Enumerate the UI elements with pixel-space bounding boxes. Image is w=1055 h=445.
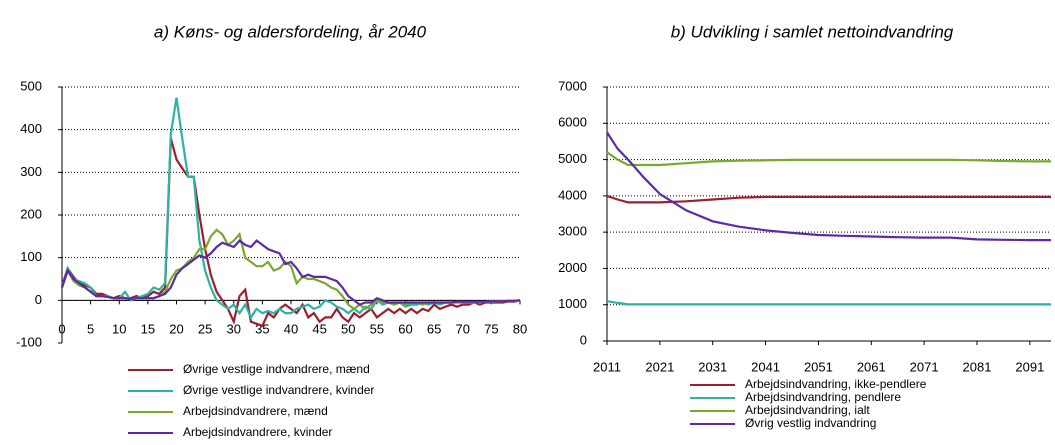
y-tick-label: -100 <box>16 334 42 349</box>
x-tick-label: 25 <box>198 321 212 336</box>
x-tick-label: 5 <box>87 321 94 336</box>
legend-label: Arbejdsindvandrere, kvinder <box>183 425 332 439</box>
y-tick-label: 5000 <box>558 151 587 166</box>
legend-label: Arbejdsindvandring, pendlere <box>745 390 901 404</box>
x-tick-label: 55 <box>370 321 384 336</box>
legend-label: Øvrige vestlige indvandrere, mænd <box>183 362 370 376</box>
data-line <box>60 239 521 306</box>
data-line <box>606 194 1051 204</box>
y-tick-label: 2000 <box>558 260 587 275</box>
x-tick-label: 2081 <box>963 359 992 374</box>
chart-title: a) Køns- og aldersfordeling, år 2040 <box>154 22 427 41</box>
x-tick-label: 2051 <box>804 359 833 374</box>
y-tick-label: 0 <box>35 292 42 307</box>
legend-label: Arbejdsindvandring, ikke-pendlere <box>745 377 927 391</box>
x-tick-label: 15 <box>141 321 155 336</box>
x-tick-label: 50 <box>341 321 355 336</box>
x-tick-label: 2031 <box>698 359 727 374</box>
data-line <box>606 151 1051 167</box>
x-tick-label: 80 <box>513 321 527 336</box>
legend-label: Øvrig vestlig indvandring <box>745 416 876 430</box>
legend-label: Arbejdsindvandrere, mænd <box>183 404 328 418</box>
y-tick-label: 300 <box>20 164 42 179</box>
x-tick-label: 10 <box>112 321 126 336</box>
data-line <box>606 131 1051 242</box>
x-tick-label: 20 <box>169 321 183 336</box>
y-tick-label: 6000 <box>558 115 587 130</box>
y-tick-label: 200 <box>20 206 42 221</box>
x-tick-label: 2071 <box>910 359 939 374</box>
x-tick-label: 70 <box>456 321 470 336</box>
x-tick-label: 2061 <box>857 359 886 374</box>
y-tick-label: 3000 <box>558 224 587 239</box>
data-line <box>60 97 521 320</box>
y-tick-label: 400 <box>20 121 42 136</box>
x-tick-label: 40 <box>284 321 298 336</box>
x-tick-label: 30 <box>227 321 241 336</box>
y-tick-label: 100 <box>20 249 42 264</box>
x-tick-label: 65 <box>427 321 441 336</box>
data-line <box>60 137 521 328</box>
x-tick-label: 2011 <box>593 359 621 374</box>
x-tick-label: 2091 <box>1015 359 1044 374</box>
y-tick-label: 0 <box>580 332 587 347</box>
x-tick-label: 60 <box>398 321 412 336</box>
x-tick-label: 0 <box>58 321 65 336</box>
legend-label: Øvrige vestlige indvandrere, kvinder <box>183 383 374 397</box>
y-tick-label: 1000 <box>558 296 587 311</box>
y-tick-label: 7000 <box>558 78 587 93</box>
y-tick-label: 500 <box>20 78 42 93</box>
y-tick-label: 4000 <box>558 187 587 202</box>
legend-label: Arbejdsindvandring, ialt <box>745 403 870 417</box>
data-line <box>606 300 1051 306</box>
x-tick-label: 2021 <box>645 359 674 374</box>
chart-title: b) Udvikling i samlet nettoindvandring <box>671 22 954 41</box>
x-tick-label: 45 <box>312 321 326 336</box>
x-tick-label: 2041 <box>751 359 780 374</box>
x-tick-label: 75 <box>484 321 498 336</box>
